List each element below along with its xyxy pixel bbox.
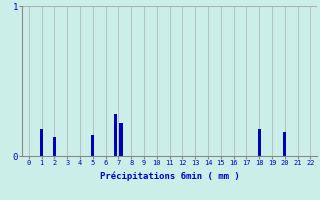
Bar <box>40 129 43 156</box>
Bar <box>114 114 117 156</box>
Bar <box>119 123 123 156</box>
Bar <box>91 135 94 156</box>
X-axis label: Précipitations 6min ( mm ): Précipitations 6min ( mm ) <box>100 172 239 181</box>
Bar <box>283 132 286 156</box>
Bar <box>53 137 56 156</box>
Bar <box>258 129 261 156</box>
